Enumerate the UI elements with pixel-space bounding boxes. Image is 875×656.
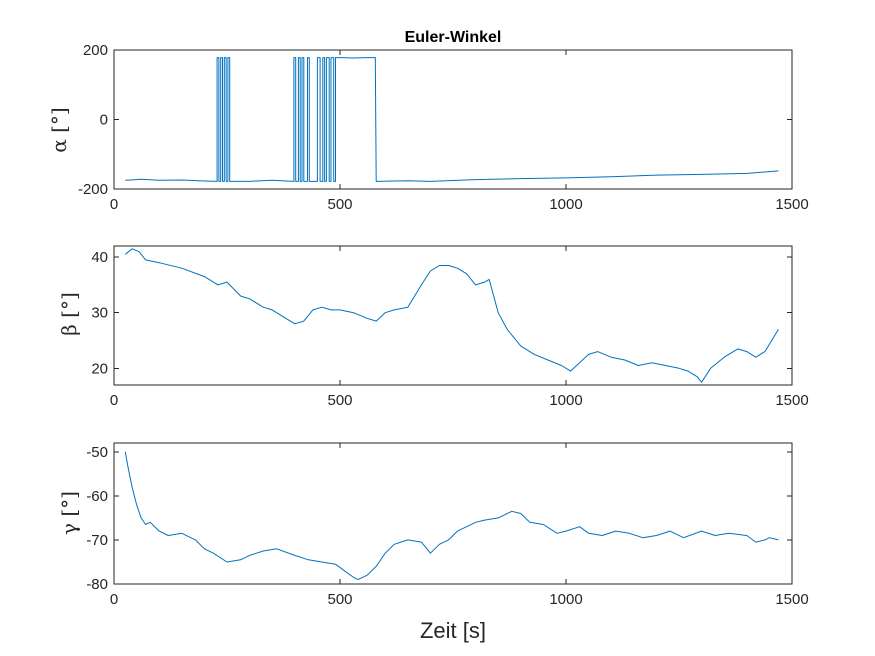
alpha-y-tick-label: -200	[78, 181, 108, 198]
gamma-x-tick-label: 500	[327, 591, 352, 608]
gamma-y-tick-label: -50	[86, 444, 108, 461]
beta-y-tick-label: 40	[91, 249, 108, 266]
gamma-x-tick-label: 1500	[775, 591, 808, 608]
beta-y-tick-label: 20	[91, 360, 108, 377]
alpha-y-tick-label: 200	[83, 42, 108, 59]
gamma-x-tick-label: 0	[110, 591, 118, 608]
alpha-x-tick-label: 1500	[775, 196, 808, 213]
alpha-y-tick-label: 0	[100, 112, 108, 129]
beta-plot-area	[124, 248, 779, 383]
gamma-y-axis-label: γ [°]	[57, 491, 81, 535]
alpha-plot-area	[125, 57, 779, 182]
gamma-y-tick-label: -60	[86, 488, 108, 505]
beta-x-tick-label: 1000	[549, 392, 582, 409]
gamma-y-tick-label: -70	[86, 532, 108, 549]
alpha-x-tick-label: 0	[110, 196, 118, 213]
chart-title: Euler-Winkel	[405, 29, 502, 46]
beta-x-tick-label: 1500	[775, 392, 808, 409]
beta-x-tick-label: 0	[110, 392, 118, 409]
alpha-y-axis-label: α [°]	[47, 107, 71, 152]
beta-series-line-0	[124, 248, 779, 383]
alpha-x-tick-label: 500	[327, 196, 352, 213]
gamma-y-tick-label: -80	[86, 576, 108, 593]
beta-axes-frame	[113, 245, 793, 386]
alpha-series-line-0	[125, 57, 779, 182]
gamma-plot-area	[124, 451, 779, 581]
gamma-series-line-0	[124, 451, 779, 581]
beta-y-tick-label: 30	[91, 305, 108, 322]
subplot-beta: β [°] 0 500 1000 1500 20 30 40	[57, 245, 809, 409]
gamma-axes-frame	[113, 442, 793, 585]
gamma-x-tick-label: 1000	[549, 591, 582, 608]
x-axis-label: Zeit [s]	[420, 618, 486, 643]
beta-x-tick-label: 500	[327, 392, 352, 409]
alpha-x-tick-label: 1000	[549, 196, 582, 213]
beta-y-axis-label: β [°]	[57, 292, 81, 336]
subplot-gamma: γ [°] Zeit [s] 0 500 1000 1500 -80 -70 -60 -50	[57, 442, 809, 643]
